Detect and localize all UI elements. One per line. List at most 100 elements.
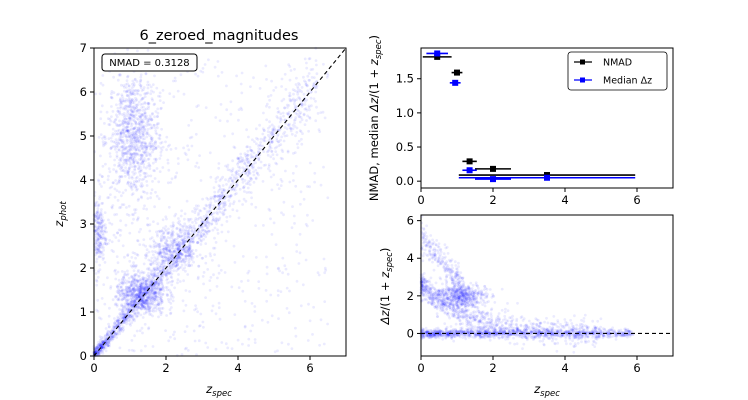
left-scatter-point [189,226,192,230]
left-scatter-point [179,242,183,246]
left-scatter-point [293,98,297,102]
left-scatter-point [108,339,112,342]
left-scatter-point [295,131,299,134]
left-scatter-point [127,319,131,322]
left-scatter-point [152,243,156,247]
left-scatter-point [289,69,293,72]
left-scatter-point [126,109,130,112]
left-scatter-point [159,278,163,281]
left-scatter-point [99,344,103,347]
left-scatter-point [265,272,269,276]
left-scatter-point [158,306,161,310]
left-scatter-point [126,74,130,78]
left-scatter-point [113,195,117,199]
left-scatter-point [293,222,296,225]
left-scatter-point [162,266,166,269]
left-scatter-point [145,184,149,187]
left-scatter-point [186,248,189,252]
left-scatter-point [160,127,164,131]
left-scatter-point [174,264,178,268]
left-scatter-point [131,299,134,303]
left-scatter-point [98,345,102,348]
left-scatter-point [304,80,308,84]
left-scatter-point [139,136,143,139]
left-scatter-point [182,146,186,150]
left-scatter-point [130,221,134,225]
left-scatter-point [305,108,309,112]
left-scatter-point [212,197,216,201]
left-scatter-point [139,195,143,199]
left-scatter-point [295,243,299,247]
left-scatter-point [236,161,240,165]
left-scatter-point [162,268,166,272]
left-scatter-point [124,125,128,129]
left-scatter-point [192,260,196,264]
left-scatter-point [193,207,197,210]
left-scatter-point [192,329,196,333]
left-scatter-point [193,211,197,215]
left-scatter-point [142,120,146,124]
left-scatter-point [107,174,110,178]
left-scatter-point [104,162,107,166]
left-scatter-point [124,83,128,86]
left-scatter-point [254,256,258,259]
left-scatter-point [283,264,287,268]
left-scatter-point [143,102,147,105]
left-scatter-point [279,143,283,147]
left-scatter-point [145,122,149,125]
left-scatter-point [106,178,110,182]
left-scatter-point [165,239,169,242]
left-scatter-point [97,351,100,355]
left-scatter-point [138,284,142,287]
left-scatter-point [203,63,207,66]
left-scatter-point [230,347,234,350]
left-scatter-point [158,266,162,269]
left-scatter-point [261,132,265,136]
left-scatter-point [139,296,142,300]
left-scatter-point [101,83,105,87]
left-scatter-point [236,162,239,166]
left-scatter-point [250,150,254,153]
left-scatter-point [96,343,100,347]
left-scatter-point [147,250,151,254]
left-scatter-point [176,89,180,93]
left-scatter-point [145,180,149,183]
left-scatter-point [97,340,100,344]
left-scatter-point [149,237,152,241]
left-scatter-point [191,248,194,252]
left-scatter-point [129,264,133,268]
left-scatter-point [123,158,127,162]
left-scatter-point [95,349,98,353]
left-scatter-point [237,157,241,160]
left-scatter-point [118,316,122,319]
left-scatter-point [132,113,136,117]
left-scatter-point [128,231,132,235]
left-scatter-point [127,276,131,280]
left-scatter-point [112,233,116,237]
left-scatter-point [150,285,154,289]
left-scatter-point [145,207,149,211]
left-scatter-point [136,187,139,191]
left-scatter-point [220,195,224,199]
left-scatter-point [104,141,108,145]
left-scatter-point [182,242,186,246]
left-scatter-point [150,139,154,143]
left-scatter-point [285,127,289,131]
left-scatter-point [95,241,99,245]
left-scatter-point [236,172,239,176]
left-scatter-point [165,217,168,221]
left-scatter-point [159,146,163,150]
left-scatter-point [143,204,146,208]
left-scatter-point [148,262,152,266]
left-scatter-point [131,79,135,83]
left-scatter-point [142,284,145,288]
left-scatter-point [251,324,254,327]
left-scatter-point [167,249,171,253]
left-scatter-point [300,137,303,141]
left-scatter-point [147,278,150,282]
left-scatter-point [215,222,219,226]
left-scatter-point [157,283,161,286]
left-scatter-point [264,289,268,292]
left-scatter-point [297,262,301,265]
left-scatter-point [158,309,162,313]
